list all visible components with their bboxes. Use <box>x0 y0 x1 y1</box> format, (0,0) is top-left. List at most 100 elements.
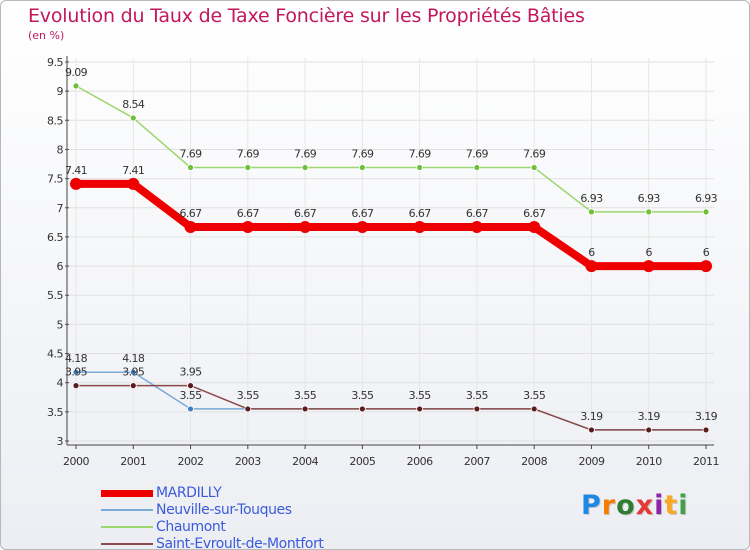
data-point <box>473 405 481 413</box>
data-label: 6.67 <box>179 207 202 220</box>
y-tick-label: 4.5 <box>47 348 63 361</box>
data-label: 7.69 <box>294 148 317 161</box>
data-point <box>358 405 366 413</box>
x-tick-label: 2009 <box>578 455 604 468</box>
x-tick-label: 2004 <box>292 455 318 468</box>
y-tick-label: 9 <box>57 85 64 98</box>
data-point <box>244 164 252 171</box>
data-point <box>244 405 252 413</box>
data-point <box>301 405 309 413</box>
data-label: 9.09 <box>65 66 88 79</box>
data-label: 3.55 <box>523 389 546 402</box>
chart-title: Evolution du Taux de Taxe Foncière sur l… <box>28 5 585 27</box>
proxiti-logo: Proxiti <box>581 490 689 521</box>
data-point <box>470 221 483 234</box>
data-point <box>299 221 312 234</box>
x-tick-label: 2006 <box>407 455 433 468</box>
y-tick-label: 3 <box>57 435 64 448</box>
data-point <box>642 260 655 273</box>
data-point <box>702 208 710 216</box>
logo-letter: P <box>581 490 602 521</box>
y-tick-label: 6.5 <box>47 231 63 244</box>
data-label: 7.69 <box>523 148 546 161</box>
series-line-1 <box>76 371 706 431</box>
data-point <box>356 221 369 234</box>
data-point <box>588 426 595 434</box>
logo-letter: t <box>664 490 679 521</box>
data-label: 3.19 <box>638 410 661 423</box>
chart-subtitle: (en %) <box>28 29 65 42</box>
data-label: 4.18 <box>122 352 145 365</box>
data-label: 3.55 <box>466 389 489 402</box>
data-label: 7.41 <box>122 164 144 177</box>
data-label: 3.55 <box>294 389 317 402</box>
data-point <box>585 260 598 273</box>
data-label: 6.67 <box>351 207 374 220</box>
y-tick-label: 7 <box>57 202 64 215</box>
data-point <box>413 221 426 234</box>
data-point <box>645 426 653 434</box>
data-label: 6.93 <box>695 192 718 205</box>
x-tick-label: 2011 <box>693 455 719 468</box>
data-point <box>645 208 653 216</box>
data-label: 3.19 <box>580 410 603 423</box>
data-point <box>70 177 82 190</box>
y-tick-label: 5.5 <box>47 289 63 302</box>
legend-swatch-saint-evroult <box>101 543 153 545</box>
legend-swatch-neuville <box>101 509 153 511</box>
series-line-0 <box>76 179 706 271</box>
data-point <box>702 426 710 434</box>
y-tick-label: 8 <box>57 143 64 156</box>
data-point <box>416 164 424 171</box>
legend-label-chaumont: Chaumont <box>156 519 226 535</box>
data-point <box>187 382 194 390</box>
data-label: 6 <box>703 246 710 259</box>
data-label: 6 <box>646 246 653 259</box>
y-tick-label: 8.5 <box>47 114 63 127</box>
data-point <box>700 260 712 273</box>
logo-letter: i <box>654 490 665 521</box>
x-tick-label: 2001 <box>120 455 146 468</box>
data-label: 3.95 <box>122 366 145 379</box>
data-point <box>416 405 424 413</box>
y-tick-label: 9.5 <box>47 56 63 69</box>
data-point <box>129 382 137 390</box>
data-point <box>187 164 194 171</box>
data-label: 6.67 <box>466 207 489 220</box>
data-label: 3.55 <box>237 389 260 402</box>
data-point <box>72 82 80 90</box>
data-label: 7.41 <box>65 164 87 177</box>
y-tick-label: 3.5 <box>47 406 63 419</box>
data-label: 7.69 <box>179 148 202 161</box>
data-label: 3.95 <box>179 366 202 379</box>
data-label: 3.55 <box>351 389 374 402</box>
data-label: 7.69 <box>409 148 432 161</box>
data-point <box>187 405 194 413</box>
y-tick-label: 5 <box>57 318 64 331</box>
data-label: 3.55 <box>409 389 432 402</box>
data-point <box>129 368 137 376</box>
data-label: 6 <box>588 246 595 259</box>
data-point <box>358 164 366 171</box>
data-label: 3.95 <box>65 366 88 379</box>
legend-swatch-mardilly <box>101 490 153 497</box>
data-point <box>127 177 140 190</box>
data-label: 6.67 <box>237 207 260 220</box>
series-line-2 <box>75 85 706 213</box>
data-point <box>301 164 309 171</box>
data-label: 8.54 <box>122 98 145 111</box>
data-point <box>530 405 538 413</box>
logo-letter: x <box>635 490 655 521</box>
data-label: 6.67 <box>294 207 317 220</box>
series-line-3 <box>76 384 706 431</box>
data-point <box>241 221 254 234</box>
legend-swatch-chaumont <box>101 526 153 528</box>
x-tick-label: 2003 <box>235 455 261 468</box>
data-point <box>528 221 541 234</box>
data-label: 6.93 <box>638 192 661 205</box>
y-tick-label: 4 <box>57 377 64 390</box>
legend-label-mardilly: MARDILLY <box>156 485 222 501</box>
data-point <box>72 382 80 390</box>
